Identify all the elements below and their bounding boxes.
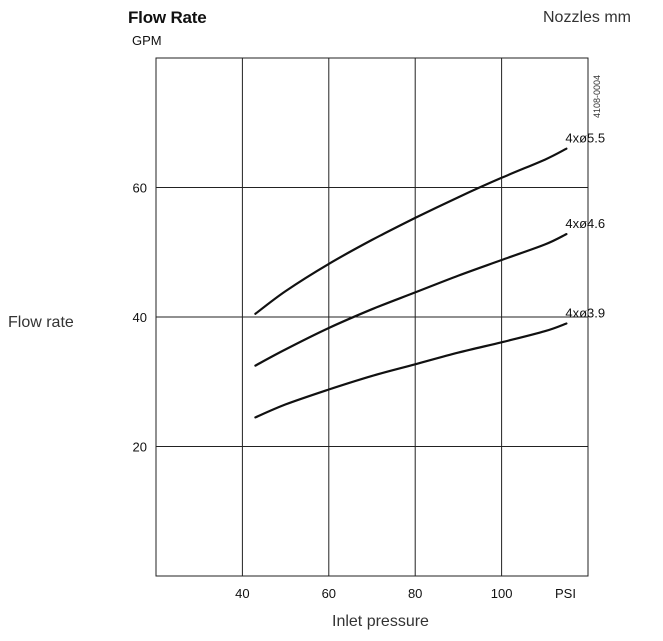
x-tick-label: 80 <box>408 586 422 601</box>
y-tick-label: 60 <box>133 181 147 196</box>
x-tick-label: 100 <box>491 586 513 601</box>
series-labels: 4xø5.5 4xø4.6 4xø3.9 <box>565 131 605 321</box>
x-tick-label: 40 <box>235 586 249 601</box>
y-unit-label: GPM <box>132 33 162 48</box>
x-unit-label: PSI <box>555 586 576 601</box>
grid <box>156 58 588 576</box>
x-tick-label: 60 <box>322 586 336 601</box>
series-unit-label: Nozzles mm <box>543 9 632 26</box>
series-label: 4xø3.9 <box>565 305 605 320</box>
x-axis-label: Inlet pressure <box>332 613 429 630</box>
series-line-1 <box>254 147 568 315</box>
chart-title: Flow Rate <box>128 8 207 27</box>
series-lines <box>254 147 568 419</box>
y-tick-label: 20 <box>133 440 147 455</box>
tick-labels: 40 60 80 100 20 40 60 <box>133 181 513 602</box>
series-line-3 <box>254 322 568 419</box>
series-label: 4xø4.6 <box>565 216 605 231</box>
series-line-2 <box>254 233 568 367</box>
y-tick-label: 40 <box>133 310 147 325</box>
y-axis-label: Flow rate <box>8 314 74 331</box>
series-label: 4xø5.5 <box>565 131 605 146</box>
